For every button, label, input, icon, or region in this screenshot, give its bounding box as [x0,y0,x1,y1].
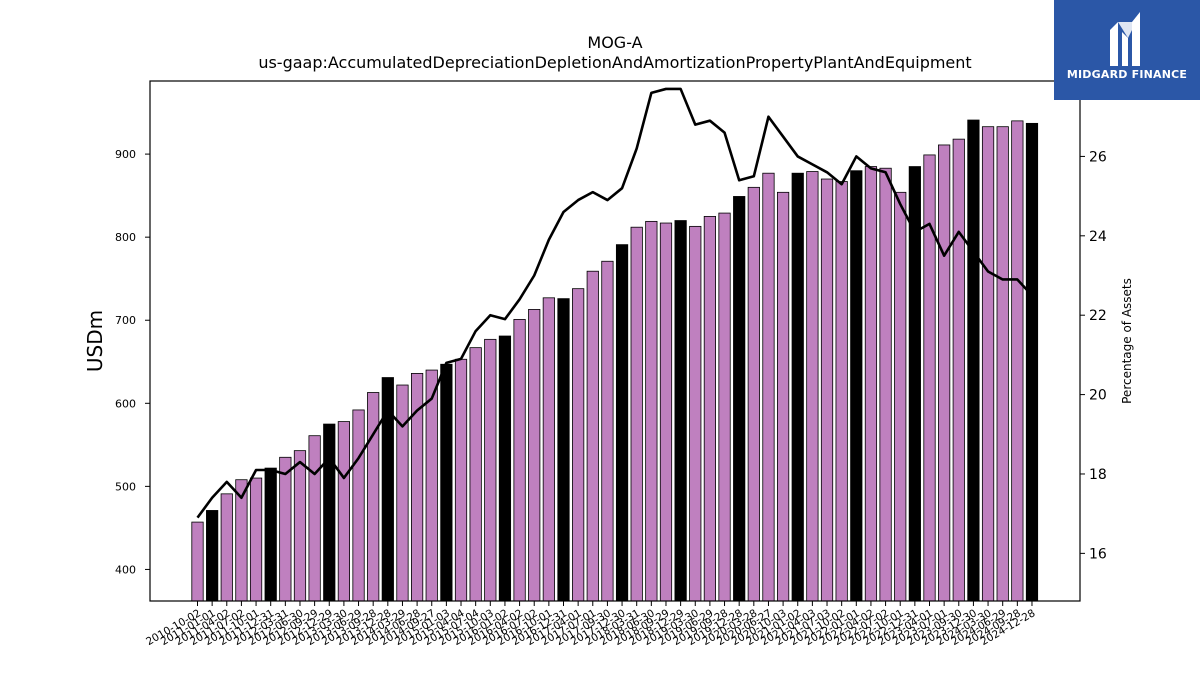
bar [938,144,951,602]
bar [352,409,365,602]
chart-subtitle: us-gaap:AccumulatedDepreciationDepletion… [258,53,971,72]
plot-frame [149,80,1081,602]
bar [879,167,892,602]
bar [323,423,336,602]
bar [440,363,453,602]
y-tick-label: 800 [115,231,136,244]
bar [689,225,702,602]
y2-axis: 16 18 20 22 24 26 [1080,149,1107,562]
bar [1011,120,1024,602]
y-tick-label: 700 [115,314,136,327]
bar [952,138,965,602]
y2-tick-label: 20 [1089,388,1107,404]
bar [923,154,936,602]
bar [981,126,995,602]
bar [513,318,526,602]
bar [293,450,307,602]
bar [864,166,878,602]
bar-group [191,119,1039,602]
chart-title: MOG-A [587,33,642,52]
y2-tick-label: 22 [1089,308,1107,324]
midgard-logo-text: MIDGARD FINANCE [1066,68,1188,81]
bar [1025,122,1039,602]
bar [850,170,863,602]
bar [777,191,790,602]
midgard-logo-icon [1110,12,1140,66]
bar [615,244,629,602]
bar [703,215,717,602]
bar [249,477,263,602]
bar [762,172,775,602]
bar [337,421,351,602]
bar [733,196,746,602]
y2-tick-label: 18 [1089,467,1107,483]
x-axis: 2010-10-022011-01-012011-04-022011-07-02… [144,601,1037,648]
y-tick-label: 500 [115,480,136,493]
bar [308,435,321,602]
bar [542,297,555,602]
bar [469,347,482,602]
bar [630,226,643,602]
bar [557,298,570,602]
y-axis: 400 500 600 700 800 900 [115,148,150,576]
bar [425,369,438,602]
bar [264,467,277,602]
bar [674,220,687,602]
line-group [196,87,1033,519]
bar [220,493,233,602]
bar [996,126,1009,602]
y2-axis-label: Percentage of Assets [1120,278,1134,404]
y-axis-label: USDm [83,310,107,372]
bar [484,338,497,602]
bar [894,191,907,602]
bar [367,392,380,602]
bar [279,456,292,602]
y-tick-label: 600 [115,397,136,410]
bar [528,309,541,602]
bar [601,260,614,602]
midgard-logo: MIDGARD FINANCE [1054,0,1200,100]
bar [572,288,585,602]
percentage-line [196,87,1033,519]
y-tick-label: 900 [115,148,136,161]
bar [791,172,804,602]
bar [835,181,848,602]
y2-tick-label: 26 [1089,149,1107,165]
bar [645,220,658,602]
bar [820,178,834,602]
y2-tick-label: 24 [1089,229,1107,245]
y-tick-label: 400 [115,563,136,576]
bar [747,186,760,602]
bar [396,384,409,602]
bar [806,171,819,602]
bar [206,510,219,602]
bar [659,222,673,602]
bar [586,270,599,602]
bar [191,521,204,602]
bar [454,358,468,602]
bar [718,212,731,602]
bar [967,119,980,602]
bar [498,335,512,602]
y2-tick-label: 16 [1089,546,1107,562]
